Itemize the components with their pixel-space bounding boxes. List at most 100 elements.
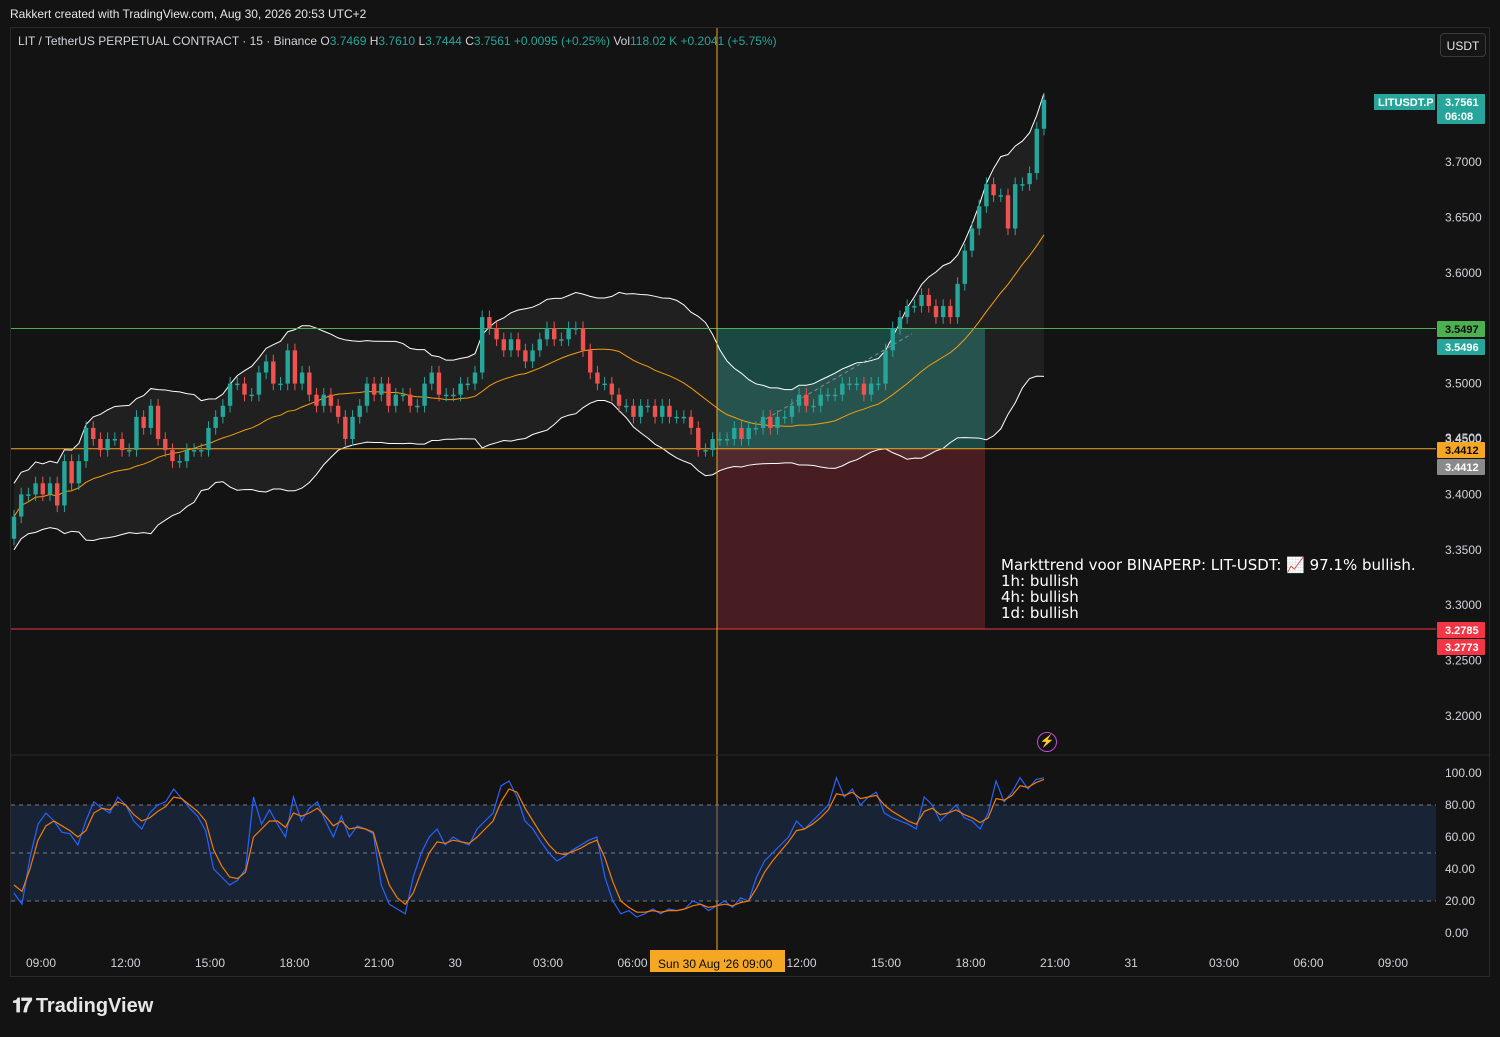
candle-body: [40, 483, 46, 495]
close-value: 3.7561: [473, 34, 511, 48]
candle-body: [328, 394, 334, 406]
last-price-tag: 3.7561: [1445, 97, 1479, 109]
time-axis-tick: 06:00: [618, 956, 648, 970]
candle-body: [112, 439, 118, 441]
symbol-tag-bg: [1374, 94, 1435, 110]
candle-body: [91, 427, 96, 439]
candle-body: [494, 328, 499, 340]
candle-body: [595, 372, 600, 384]
candle-body: [688, 416, 694, 428]
price-axis-tick: 3.2500: [1445, 654, 1482, 668]
candle-body: [249, 394, 254, 397]
candle-body: [422, 383, 427, 406]
take-profit-tag-a: 3.5497: [1445, 324, 1479, 336]
candle-body: [703, 450, 708, 452]
candle-body: [26, 494, 31, 496]
candle-body: [177, 461, 182, 463]
candle-body: [904, 306, 910, 318]
candle-body: [818, 394, 823, 406]
price-axis-tick: 3.2000: [1445, 709, 1482, 723]
candle-body: [976, 206, 982, 229]
candle-body: [717, 439, 723, 441]
time-axis-tick: 31: [1125, 956, 1139, 970]
time-axis-tick: 09:00: [26, 956, 56, 970]
price-axis-tick: 3.4000: [1445, 487, 1482, 501]
market-trend-note: Markttrend voor BINAPERP: LIT-USDT: 📈 97…: [1001, 557, 1416, 621]
time-axis-tick: 15:00: [195, 956, 225, 970]
candle-body: [206, 427, 211, 451]
bollinger-lower-line: [13, 375, 1045, 551]
candle-body: [235, 383, 240, 386]
candle-body: [724, 439, 730, 441]
candle-body: [256, 372, 262, 395]
currency-button[interactable]: USDT: [1440, 33, 1486, 57]
candle-body: [854, 383, 859, 386]
candle-body: [919, 294, 924, 307]
candle-body: [371, 383, 377, 395]
candle-body: [861, 383, 867, 395]
candle-body: [451, 394, 456, 397]
price-axis-tick: 3.3000: [1445, 598, 1482, 612]
candle-body: [242, 383, 247, 395]
candle-body: [926, 294, 931, 307]
candle-body: [1041, 99, 1047, 129]
candle-body: [62, 461, 67, 506]
symbol-title[interactable]: LIT / TetherUS PERPETUAL CONTRACT · 15 ·…: [18, 34, 317, 48]
candle-body: [299, 372, 305, 384]
candle-body: [566, 328, 571, 340]
candle-body: [940, 306, 946, 318]
candle-body: [11, 516, 17, 539]
time-axis-tick: 03:00: [533, 956, 563, 970]
candle-body: [487, 317, 492, 329]
entry-tag-a-bg: [1437, 442, 1485, 458]
candle-body: [141, 416, 146, 428]
countdown-tag: 06:08: [1445, 111, 1473, 123]
open-value: 3.7469: [329, 34, 367, 48]
alert-bolt-icon[interactable]: ⚡: [1037, 732, 1057, 752]
candle-body: [105, 439, 110, 451]
candle-body: [364, 383, 370, 406]
trend-line-1d: 1d: bullish: [1001, 604, 1079, 622]
candle-body: [33, 483, 38, 495]
crosshair-time-label-bg: [650, 950, 785, 972]
candle-body: [811, 405, 816, 408]
candle-body: [350, 416, 355, 439]
symbol-tag: LITUSDT.P: [1378, 97, 1434, 109]
time-axis-tick: 30: [449, 956, 463, 970]
candle-body: [760, 416, 766, 428]
rsi-axis-tick: 100.00: [1445, 766, 1482, 780]
candle-body: [840, 383, 845, 395]
candle-body: [379, 383, 384, 395]
tv-logo-icon: 𝟏𝟕: [12, 995, 32, 1017]
time-axis-tick: 12:00: [111, 956, 141, 970]
candle-body: [753, 427, 759, 430]
candle-body: [148, 405, 154, 428]
time-axis-tick: 03:00: [1209, 956, 1239, 970]
time-axis-tick: 18:00: [956, 956, 986, 970]
price-axis-tick: 3.6500: [1445, 210, 1482, 224]
candle-body: [465, 383, 470, 386]
candle-body: [69, 461, 74, 484]
candle-body: [1012, 184, 1018, 229]
tradingview-logo: 𝟏𝟕 TradingView: [12, 995, 153, 1018]
candle-body: [674, 416, 679, 419]
candle-body: [443, 394, 449, 397]
candle-body: [278, 383, 283, 386]
price-axis-tick: 3.6000: [1445, 266, 1482, 280]
candle-body: [155, 405, 161, 439]
legend-bar: LIT / TetherUS PERPETUAL CONTRACT · 15 ·…: [18, 34, 777, 48]
stop-tag-b: 3.2773: [1445, 642, 1479, 654]
candle-body: [825, 394, 831, 397]
time-axis-tick: 21:00: [364, 956, 394, 970]
stop-tag-a-bg: [1437, 622, 1485, 638]
candle-body: [1034, 128, 1039, 174]
candle-body: [386, 383, 391, 406]
open-label: O: [320, 34, 330, 48]
rsi-axis-tick: 60.00: [1445, 830, 1475, 844]
candle-body: [631, 405, 636, 417]
candle-body: [307, 372, 312, 395]
candle-body: [292, 350, 298, 384]
last-price-tag-bg: [1437, 94, 1485, 110]
candle-body: [501, 339, 506, 351]
